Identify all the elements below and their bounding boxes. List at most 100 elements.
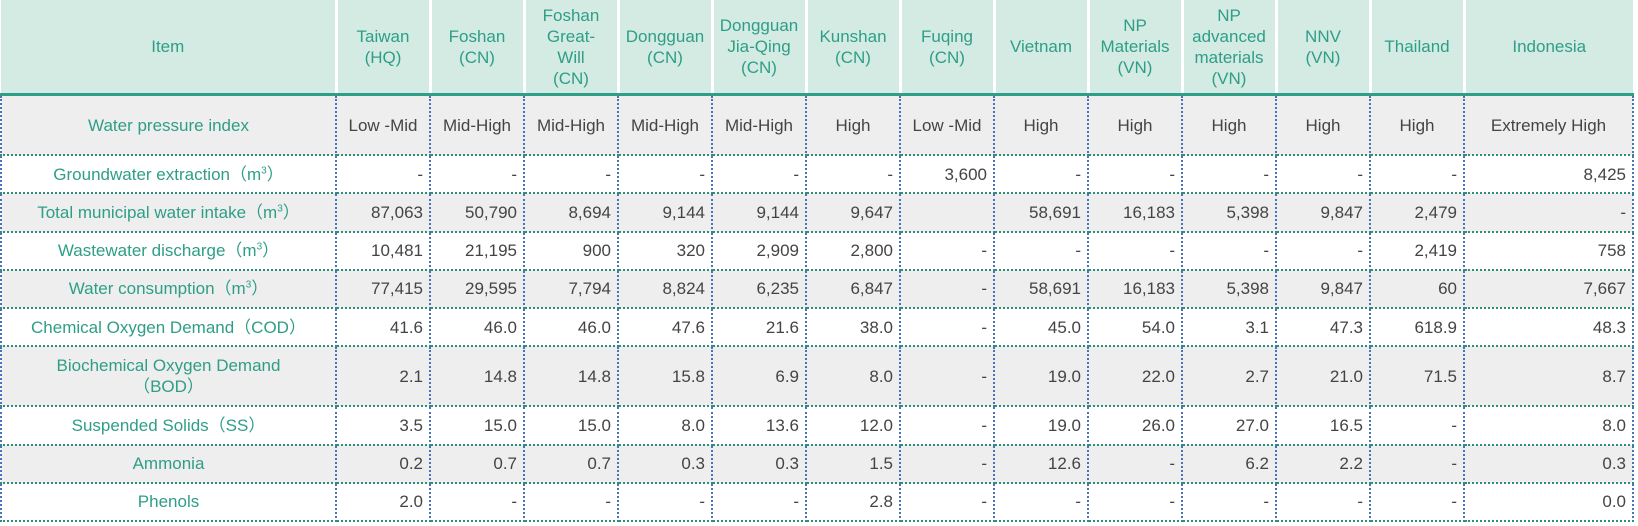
table-body: Water pressure index Low -Mid Mid-High Mid-… — [0, 94, 1634, 523]
unit-paren: ） — [282, 203, 300, 223]
unit-paren: （ — [214, 279, 232, 299]
table-cell: - — [1370, 444, 1465, 484]
table-cell: 9,144 — [712, 193, 807, 233]
row-label: Chemical Oxygen Demand（COD） — [0, 307, 337, 348]
table-cell: - — [1182, 155, 1277, 195]
table-cell: 15.8 — [618, 346, 713, 408]
header-site: Foshan Great- Will (CN) — [522, 0, 618, 96]
unit-paren: ） — [251, 279, 269, 299]
table-cell: - — [618, 482, 713, 523]
table-row: Suspended Solids（SS） 3.5 15.0 15.0 8.0 13.6 12… — [0, 406, 1634, 446]
table-cell: 2,909 — [712, 231, 807, 271]
table-cell: 21.6 — [712, 307, 807, 348]
table-cell: - — [524, 482, 619, 523]
table-cell: 26.0 — [1088, 406, 1183, 446]
table-cell: - — [1276, 231, 1371, 271]
table-cell: 900 — [524, 231, 619, 271]
table-cell: 2,800 — [806, 231, 901, 271]
table-cell: 0.0 — [1464, 482, 1634, 523]
row-unit-sup: 3 — [261, 165, 267, 177]
table-cell: 2.0 — [336, 482, 431, 523]
row-label-text: Wastewater discharge — [57, 241, 226, 261]
unit-paren: （ — [246, 203, 264, 223]
row-label: Wastewater discharge（m3） — [0, 231, 337, 271]
table-cell: 27.0 — [1182, 406, 1277, 446]
table-row: Water consumption（m3） 77,415 29,595 7,794 8,… — [0, 269, 1634, 309]
table-cell: Mid-High — [430, 94, 525, 157]
table-cell: - — [1088, 155, 1183, 195]
row-unit-sup: 3 — [277, 203, 283, 215]
table-cell: 7,794 — [524, 269, 619, 309]
header-site: Dongguan Jia-Qing (CN) — [710, 0, 806, 96]
table-cell: 0.3 — [712, 444, 807, 484]
table-cell: 45.0 — [994, 307, 1089, 348]
table-cell: Mid-High — [712, 94, 807, 157]
table-cell: 21.0 — [1276, 346, 1371, 408]
row-unit-sup: 3 — [245, 279, 252, 291]
table-cell: 8,824 — [618, 269, 713, 309]
table-cell: - — [336, 155, 431, 195]
table-cell: 12.6 — [994, 444, 1089, 484]
row-label: Phenols — [0, 482, 337, 523]
table-cell: - — [618, 155, 713, 195]
table-cell: 14.8 — [524, 346, 619, 408]
table-cell: 2,479 — [1370, 193, 1465, 233]
table-cell: 16,183 — [1088, 193, 1183, 233]
table-cell: 50,790 — [430, 193, 525, 233]
table-cell: 19.0 — [994, 406, 1089, 446]
table-cell: High — [1182, 94, 1277, 157]
header-site: Taiwan (HQ) — [334, 0, 430, 96]
table-cell: - — [1182, 482, 1277, 523]
row-label: Ammonia — [0, 444, 337, 484]
row-label-text: Suspended Solids（SS） — [71, 416, 266, 435]
table-cell: 2,419 — [1370, 231, 1465, 271]
table-row: Wastewater discharge（m3） 10,481 21,195 900 3… — [0, 231, 1634, 271]
table-cell: - — [1088, 482, 1183, 523]
table-cell: 8.0 — [1464, 406, 1634, 446]
table-cell: - — [994, 482, 1089, 523]
table-cell: 21,195 — [430, 231, 525, 271]
table-cell: 9,847 — [1276, 269, 1371, 309]
unit-paren: （ — [229, 164, 247, 184]
header-site: Thailand — [1368, 0, 1464, 96]
table-cell: 16,183 — [1088, 269, 1183, 309]
table-cell: 41.6 — [336, 307, 431, 348]
table-cell: - — [1182, 231, 1277, 271]
row-label-text: Water consumption — [68, 279, 215, 299]
table-cell: - — [712, 482, 807, 523]
table-cell: 38.0 — [806, 307, 901, 348]
unit-paren: ） — [262, 241, 280, 261]
table-cell: 10,481 — [336, 231, 431, 271]
table-cell: Mid-High — [524, 94, 619, 157]
table-cell: 2.8 — [806, 482, 901, 523]
row-label-text: Biochemical Oxygen Demand （BOD） — [56, 356, 281, 397]
table-cell: - — [524, 155, 619, 195]
table-cell: 6,847 — [806, 269, 901, 309]
table-cell: High — [1088, 94, 1183, 157]
table-cell: 15.0 — [524, 406, 619, 446]
table-cell: 618.9 — [1370, 307, 1465, 348]
row-label-text: Ammonia — [132, 454, 205, 474]
table-cell: - — [430, 155, 525, 195]
row-label: Groundwater extraction（m3） — [0, 155, 337, 195]
table-cell: 9,847 — [1276, 193, 1371, 233]
row-label-text: Total municipal water intake — [37, 203, 247, 223]
table-cell: 60 — [1370, 269, 1465, 309]
table-cell: Low -Mid — [336, 94, 431, 157]
table-cell: 0.7 — [430, 444, 525, 484]
table-cell: 58,691 — [994, 193, 1089, 233]
header-site: Fuqing (CN) — [898, 0, 994, 96]
table-cell: 8.7 — [1464, 346, 1634, 408]
table-cell: - — [900, 346, 995, 408]
row-label: Water pressure index — [0, 94, 337, 157]
table-cell: - — [1370, 155, 1465, 195]
table-row: Total municipal water intake（m3） 87,063 50… — [0, 193, 1634, 233]
table-cell: 5,398 — [1182, 193, 1277, 233]
table-cell: 8.0 — [618, 406, 713, 446]
table-row: Chemical Oxygen Demand（COD） 41.6 46.0 46.0 4… — [0, 307, 1634, 348]
table-cell: 58,691 — [994, 269, 1089, 309]
header-row: Item Taiwan (HQ) Foshan (CN) Foshan Great-… — [1, 0, 1633, 96]
table-cell: - — [900, 307, 995, 348]
table-cell: 0.3 — [1464, 444, 1634, 484]
table-cell: 13.6 — [712, 406, 807, 446]
